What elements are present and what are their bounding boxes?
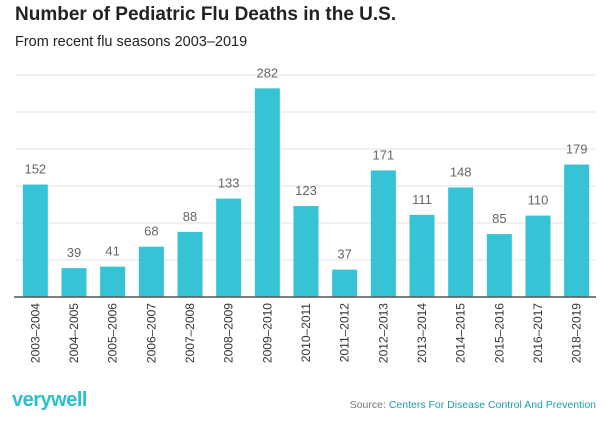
data-label: 41: [105, 244, 119, 259]
x-tick-label: 2006–2007: [144, 303, 158, 363]
chart-subtitle: From recent flu seasons 2003–2019: [15, 34, 248, 50]
bar: [100, 266, 126, 297]
chart-title: Number of Pediatric Flu Deaths in the U.…: [15, 4, 397, 25]
source-credit: Source: Centers For Disease Control And …: [350, 399, 596, 411]
data-label: 88: [183, 209, 197, 224]
data-label: 179: [566, 142, 588, 157]
data-label: 110: [528, 193, 549, 208]
data-label: 171: [372, 147, 394, 162]
bar: [61, 268, 87, 297]
x-tick-label: 2003–2004: [28, 303, 42, 363]
x-tick-label: 2005–2006: [106, 303, 120, 363]
data-label: 148: [450, 164, 472, 179]
bar: [525, 215, 551, 297]
bar: [22, 184, 48, 297]
source-link[interactable]: Centers For Disease Control And Preventi…: [388, 399, 596, 411]
brand-logo: verywell: [12, 389, 87, 411]
bar: [138, 246, 164, 297]
x-tick-label: 2013–2014: [415, 303, 429, 363]
bar: [216, 198, 242, 297]
x-tick-label: 2011–2012: [338, 303, 352, 363]
data-label: 282: [256, 65, 278, 80]
x-tick-label: 2009–2010: [260, 303, 274, 363]
bar: [177, 231, 203, 297]
data-label: 39: [67, 245, 81, 260]
bar: [293, 205, 319, 297]
bar: [370, 170, 396, 297]
bar: [409, 214, 435, 297]
x-tick-label: 2007–2008: [183, 303, 197, 363]
x-tick-label: 2012–2013: [376, 303, 390, 363]
x-tick-label: 2004–2005: [67, 303, 81, 363]
x-tick-label: 2010–2011: [299, 303, 313, 363]
data-label: 85: [492, 211, 506, 226]
data-label: 37: [337, 247, 351, 262]
bar: [332, 269, 358, 297]
x-tick-label: 2016–2017: [531, 303, 545, 363]
data-label: 68: [144, 224, 158, 239]
data-label: 123: [295, 183, 317, 198]
bar: [486, 234, 512, 297]
bar: [564, 164, 590, 297]
bar: [448, 187, 474, 297]
bar: [254, 88, 280, 297]
x-tick-label: 2014–2015: [454, 303, 468, 363]
data-label: 111: [412, 192, 432, 207]
x-tick-label: 2015–2016: [492, 303, 506, 363]
data-label: 152: [24, 162, 46, 177]
x-tick-label: 2018–2019: [570, 303, 584, 363]
source-prefix: Source:: [349, 399, 386, 411]
data-label: 133: [218, 176, 240, 191]
x-tick-label: 2008–2009: [222, 303, 236, 363]
